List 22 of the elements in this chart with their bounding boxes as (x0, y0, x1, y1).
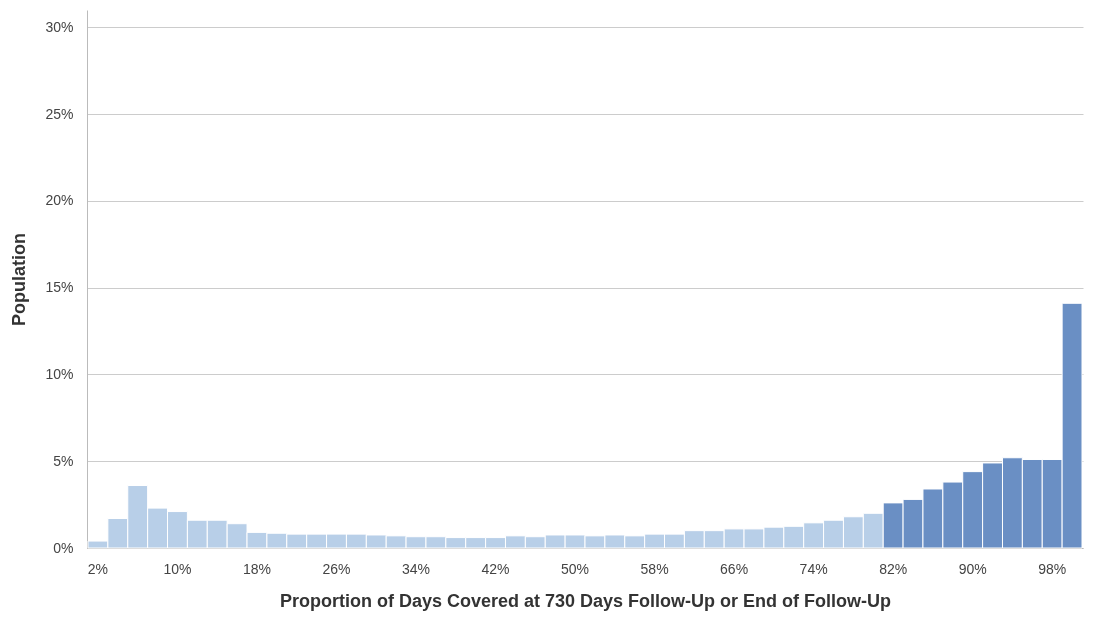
x-tick-label: 2% (87, 560, 109, 577)
x-tick-label: 74% (799, 560, 828, 577)
x-tick-label: 50% (561, 560, 590, 577)
x-tick-label: 98% (1038, 560, 1067, 577)
y-tick-label: 25% (45, 105, 74, 122)
x-tick-label: 34% (402, 560, 431, 577)
x-tick-label: 66% (720, 560, 749, 577)
x-tick-label: 10% (163, 560, 192, 577)
x-tick-label: 58% (640, 560, 669, 577)
y-tick-label: 30% (45, 18, 74, 35)
x-tick-label: 90% (958, 560, 987, 577)
y-tick-label: 20% (45, 192, 74, 209)
x-tick-label: 18% (242, 560, 271, 577)
x-axis-title: Proportion of Days Covered at 730 Days Follow-Up or End of Follow-Up (279, 590, 892, 611)
y-tick-label: 5% (53, 452, 74, 469)
x-tick-label: 82% (879, 560, 908, 577)
x-tick-label: 26% (322, 560, 351, 577)
y-tick-label: 0% (53, 539, 74, 556)
y-tick-label: 10% (45, 365, 74, 382)
x-tick-label: 42% (481, 560, 510, 577)
y-axis-title: Population (9, 233, 30, 326)
y-tick-label: 15% (45, 279, 74, 296)
